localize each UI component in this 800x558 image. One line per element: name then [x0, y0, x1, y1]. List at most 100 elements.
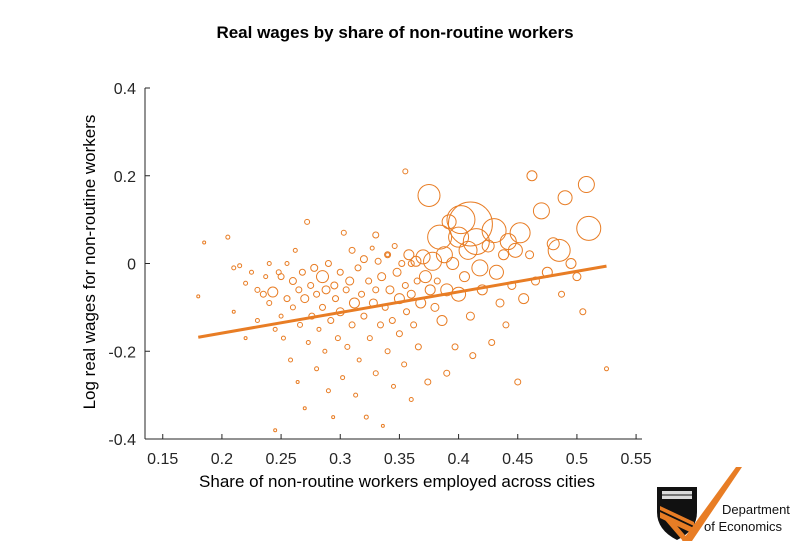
department-logo: Department of Economics: [657, 467, 790, 541]
data-point: [398, 260, 406, 267]
trend-line: [197, 264, 607, 339]
data-point: [372, 370, 379, 377]
data-point: [284, 261, 290, 266]
data-point: [273, 428, 278, 433]
data-point: [558, 290, 566, 298]
data-point: [340, 375, 346, 381]
y-axis-label: Log real wages for non-routine workers: [80, 115, 99, 410]
x-axis-ticks: 0.15 0.2 0.25 0.3 0.35 0.4 0.45 0.5 0.55: [147, 434, 652, 468]
data-point: [302, 406, 307, 411]
data-point: [288, 357, 294, 363]
data-point: [372, 286, 380, 294]
x-tick-label: 0.3: [329, 451, 351, 468]
data-point: [391, 242, 398, 249]
data-point: [406, 289, 416, 299]
data-point: [331, 415, 336, 420]
data-point: [321, 285, 331, 295]
x-axis-label: Share of non-routine workers employed ac…: [199, 472, 595, 491]
x-tick-label: 0.5: [566, 451, 588, 468]
data-point: [297, 321, 304, 328]
y-tick-label: 0.4: [114, 81, 136, 98]
data-point: [344, 343, 351, 350]
data-point: [413, 277, 421, 285]
data-point: [579, 308, 587, 316]
x-tick-label: 0.25: [266, 451, 297, 468]
data-point: [310, 263, 319, 272]
data-point: [283, 295, 291, 303]
data-point: [322, 348, 328, 354]
data-point: [369, 245, 375, 251]
data-point: [384, 251, 392, 259]
data-point: [348, 297, 360, 309]
data-point: [363, 414, 369, 420]
data-point: [433, 277, 441, 285]
data-point: [414, 343, 422, 351]
data-point: [459, 271, 470, 283]
data-point: [298, 268, 306, 276]
x-tick-label: 0.4: [447, 451, 469, 468]
data-point: [243, 280, 249, 286]
chart-title: Real wages by share of non-routine worke…: [216, 23, 573, 42]
data-point: [401, 281, 409, 289]
data-point: [280, 335, 286, 341]
data-point: [374, 257, 382, 265]
data-point: [557, 190, 573, 206]
data-point: [342, 286, 350, 294]
data-point: [499, 233, 517, 251]
data-point: [525, 250, 535, 260]
data-point: [360, 312, 368, 320]
data-point: [353, 392, 359, 398]
data-point: [243, 336, 248, 341]
data-point: [572, 272, 582, 282]
data-point: [231, 309, 236, 314]
data-point: [408, 397, 414, 403]
data-point: [385, 285, 395, 295]
y-tick-label: -0.4: [108, 432, 136, 449]
data-point: [446, 257, 460, 270]
data-point: [345, 276, 355, 286]
data-point: [272, 326, 278, 332]
data-point: [196, 294, 201, 299]
data-point: [547, 238, 571, 262]
data-point: [448, 226, 470, 248]
x-tick-label: 0.45: [502, 451, 533, 468]
data-point: [348, 321, 356, 329]
chevron-mark-arm: [665, 520, 690, 541]
data-point: [288, 277, 297, 286]
data-point: [237, 263, 243, 269]
data-point: [348, 246, 356, 254]
data-point: [316, 326, 322, 332]
data-point: [526, 170, 538, 182]
data-point: [518, 293, 530, 305]
data-point: [481, 218, 507, 244]
data-point: [403, 308, 411, 316]
data-point: [376, 321, 384, 329]
data-point: [415, 249, 431, 265]
data-point: [365, 277, 373, 285]
data-point: [403, 249, 415, 261]
x-tick-label: 0.15: [147, 451, 178, 468]
data-point: [471, 259, 489, 277]
data-point: [330, 281, 339, 290]
data-point: [254, 318, 260, 324]
logo-line-1: Department: [722, 502, 790, 517]
data-point: [202, 240, 207, 245]
trend-line-group: [197, 264, 607, 339]
data-point: [266, 299, 273, 306]
data-point: [372, 231, 380, 239]
data-point: [435, 246, 453, 264]
data-point: [469, 352, 477, 360]
data-point: [324, 260, 332, 267]
data-point: [300, 294, 310, 304]
data-point: [465, 311, 475, 321]
x-tick-label: 0.35: [384, 451, 415, 468]
data-point: [509, 222, 531, 244]
y-axis-ticks: 0.4 0.2 0 -0.2 -0.4: [108, 81, 150, 449]
data-point: [336, 268, 344, 276]
data-point: [267, 286, 279, 298]
data-point: [401, 361, 408, 368]
data-point: [366, 335, 373, 342]
data-point: [385, 252, 391, 258]
data-point: [488, 338, 496, 346]
